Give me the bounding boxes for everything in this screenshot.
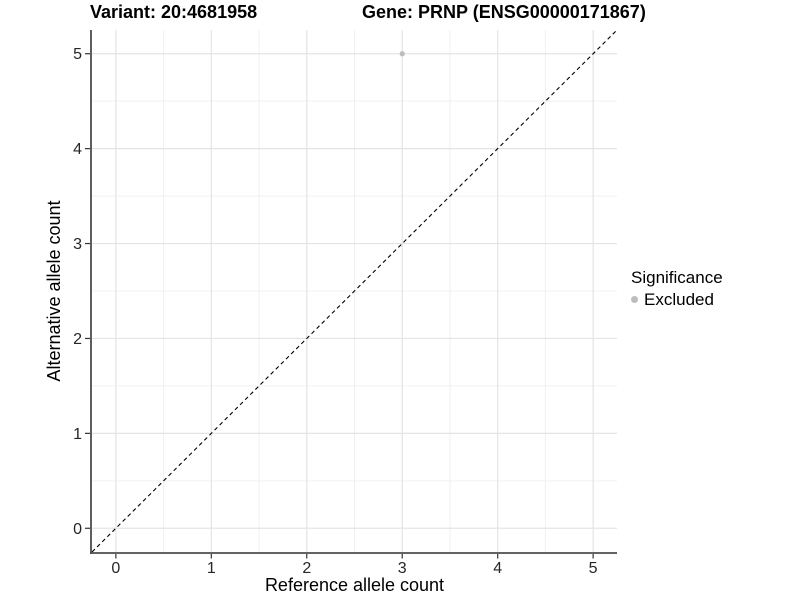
identity-line bbox=[91, 29, 618, 553]
x-tick-label: 5 bbox=[589, 560, 598, 577]
x-tick-label: 1 bbox=[207, 560, 216, 577]
x-tick-label: 4 bbox=[493, 560, 502, 577]
y-tick-label: 5 bbox=[73, 46, 82, 63]
legend-item-excluded: Excluded bbox=[631, 290, 723, 309]
y-tick-label: 0 bbox=[73, 521, 82, 538]
variant-title: Variant: 20:4681958 bbox=[90, 2, 258, 22]
x-tick-label: 0 bbox=[111, 560, 120, 577]
legend-item-label: Excluded bbox=[644, 290, 714, 309]
legend: Significance Excluded bbox=[631, 268, 723, 309]
data-point bbox=[399, 51, 405, 57]
y-tick-label: 3 bbox=[73, 236, 82, 253]
gene-title: Gene: PRNP (ENSG00000171867) bbox=[362, 2, 646, 22]
y-tick-label: 2 bbox=[73, 331, 82, 348]
y-axis-title: Alternative allele count bbox=[44, 200, 64, 382]
legend-point-icon bbox=[631, 296, 638, 303]
y-tick-label: 4 bbox=[73, 141, 82, 158]
x-tick-label: 3 bbox=[398, 560, 407, 577]
x-axis-title: Reference allele count bbox=[264, 575, 445, 595]
legend-title: Significance bbox=[631, 268, 723, 287]
y-tick-label: 1 bbox=[73, 426, 82, 443]
x-tick-label: 2 bbox=[302, 560, 311, 577]
